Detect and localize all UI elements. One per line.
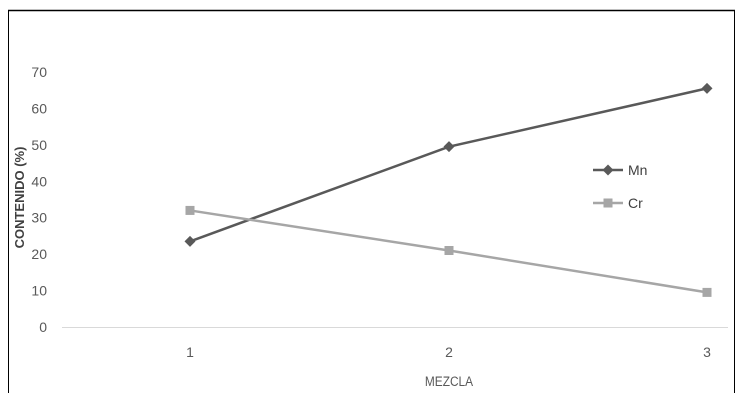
point-cr-3	[702, 287, 712, 297]
x-axis-title: MEZCLA	[425, 373, 474, 389]
x-tick-label: 3	[703, 344, 711, 360]
point-cr-1	[185, 205, 195, 215]
y-tick-label: 60	[31, 100, 47, 116]
x-axis-ticks: 1 2 3	[186, 344, 711, 360]
y-tick-label: 50	[31, 137, 47, 153]
y-tick-label: 40	[31, 173, 47, 189]
y-tick-label: 0	[39, 319, 47, 335]
y-axis-title: CONTENIDO (%)	[12, 147, 27, 249]
point-mn-2	[443, 141, 455, 153]
legend-marker-mn	[602, 164, 614, 176]
legend-label-cr: Cr	[628, 195, 643, 211]
y-tick-label: 70	[31, 64, 47, 80]
y-axis-ticks: 0 10 20 30 40 50 60 70	[31, 64, 47, 335]
y-tick-label: 10	[31, 283, 47, 299]
series-layer	[184, 82, 713, 297]
point-cr-2	[444, 246, 454, 255]
x-tick-label: 2	[445, 344, 453, 360]
y-tick-label: 20	[31, 246, 47, 262]
x-tick-label: 1	[186, 344, 194, 360]
legend-label-mn: Mn	[628, 162, 647, 178]
point-mn-3	[701, 82, 713, 94]
point-mn-1	[184, 235, 196, 247]
y-tick-label: 30	[31, 210, 47, 226]
legend-marker-cr	[603, 198, 613, 208]
legend: Mn Cr	[593, 162, 647, 211]
